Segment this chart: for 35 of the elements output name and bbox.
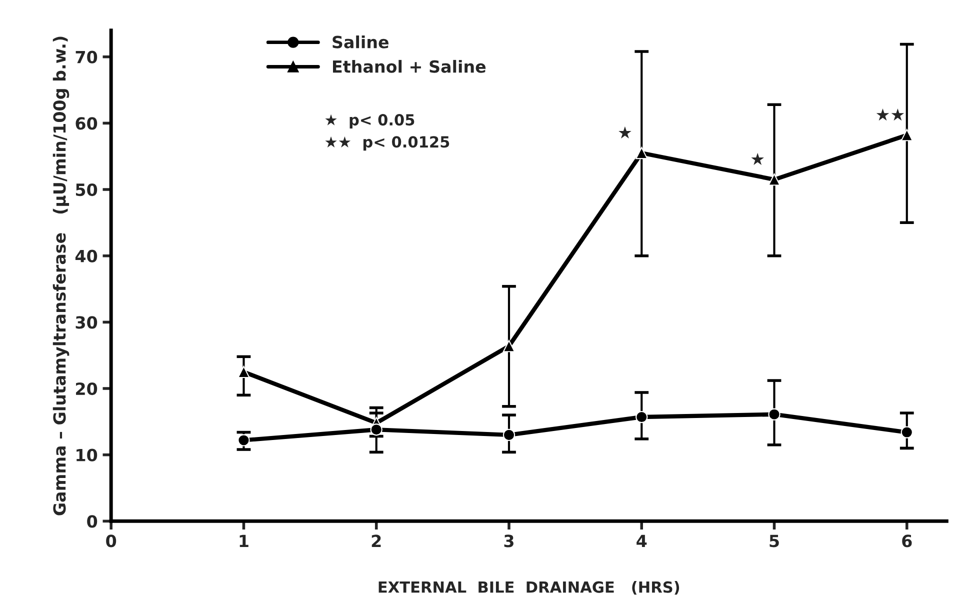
point xyxy=(238,434,250,446)
y-tick-label: 0 xyxy=(87,515,98,528)
y-tick-label: 40 xyxy=(75,250,98,262)
y-tick-label: 20 xyxy=(76,382,98,396)
x-tick-label: 5 xyxy=(770,534,779,548)
point xyxy=(900,129,913,142)
point xyxy=(768,173,780,186)
x-tick-label: 1 xyxy=(240,534,248,548)
y-tick-label: 30 xyxy=(76,316,98,329)
y-tick-label: 50 xyxy=(76,183,98,196)
x-tick-label: 6 xyxy=(902,534,912,548)
annotation: ★ p< 0.05 xyxy=(325,114,414,129)
point xyxy=(370,424,382,436)
point xyxy=(502,340,516,352)
y-tick-label: 60 xyxy=(76,117,98,130)
legend-label: Ethanol + Saline xyxy=(333,60,486,73)
legend-label: Saline xyxy=(332,35,389,48)
y-axis-title: Gamma – Glutamyltransferase (μU/min/100g b.w.) xyxy=(52,36,70,516)
annotation: ★ xyxy=(618,126,632,139)
point xyxy=(636,410,648,424)
point xyxy=(636,146,648,160)
point xyxy=(900,426,913,438)
y-tick-label: 10 xyxy=(76,448,98,462)
x-tick-label: 4 xyxy=(636,534,647,548)
x-tick-label: 2 xyxy=(372,534,381,548)
x-tick-label: 3 xyxy=(504,534,514,548)
x-tick-label: 0 xyxy=(106,534,116,548)
point xyxy=(768,408,780,420)
point xyxy=(238,366,250,378)
annotation: ★★ xyxy=(876,108,904,121)
annotation: ★ xyxy=(751,152,764,166)
y-tick-label: 70 xyxy=(76,50,98,64)
point xyxy=(502,428,516,442)
annotation: ★★ p< 0.0125 xyxy=(325,136,450,151)
x-axis-title: EXTERNAL BILE DRAINAGE (HRS) xyxy=(378,581,680,595)
